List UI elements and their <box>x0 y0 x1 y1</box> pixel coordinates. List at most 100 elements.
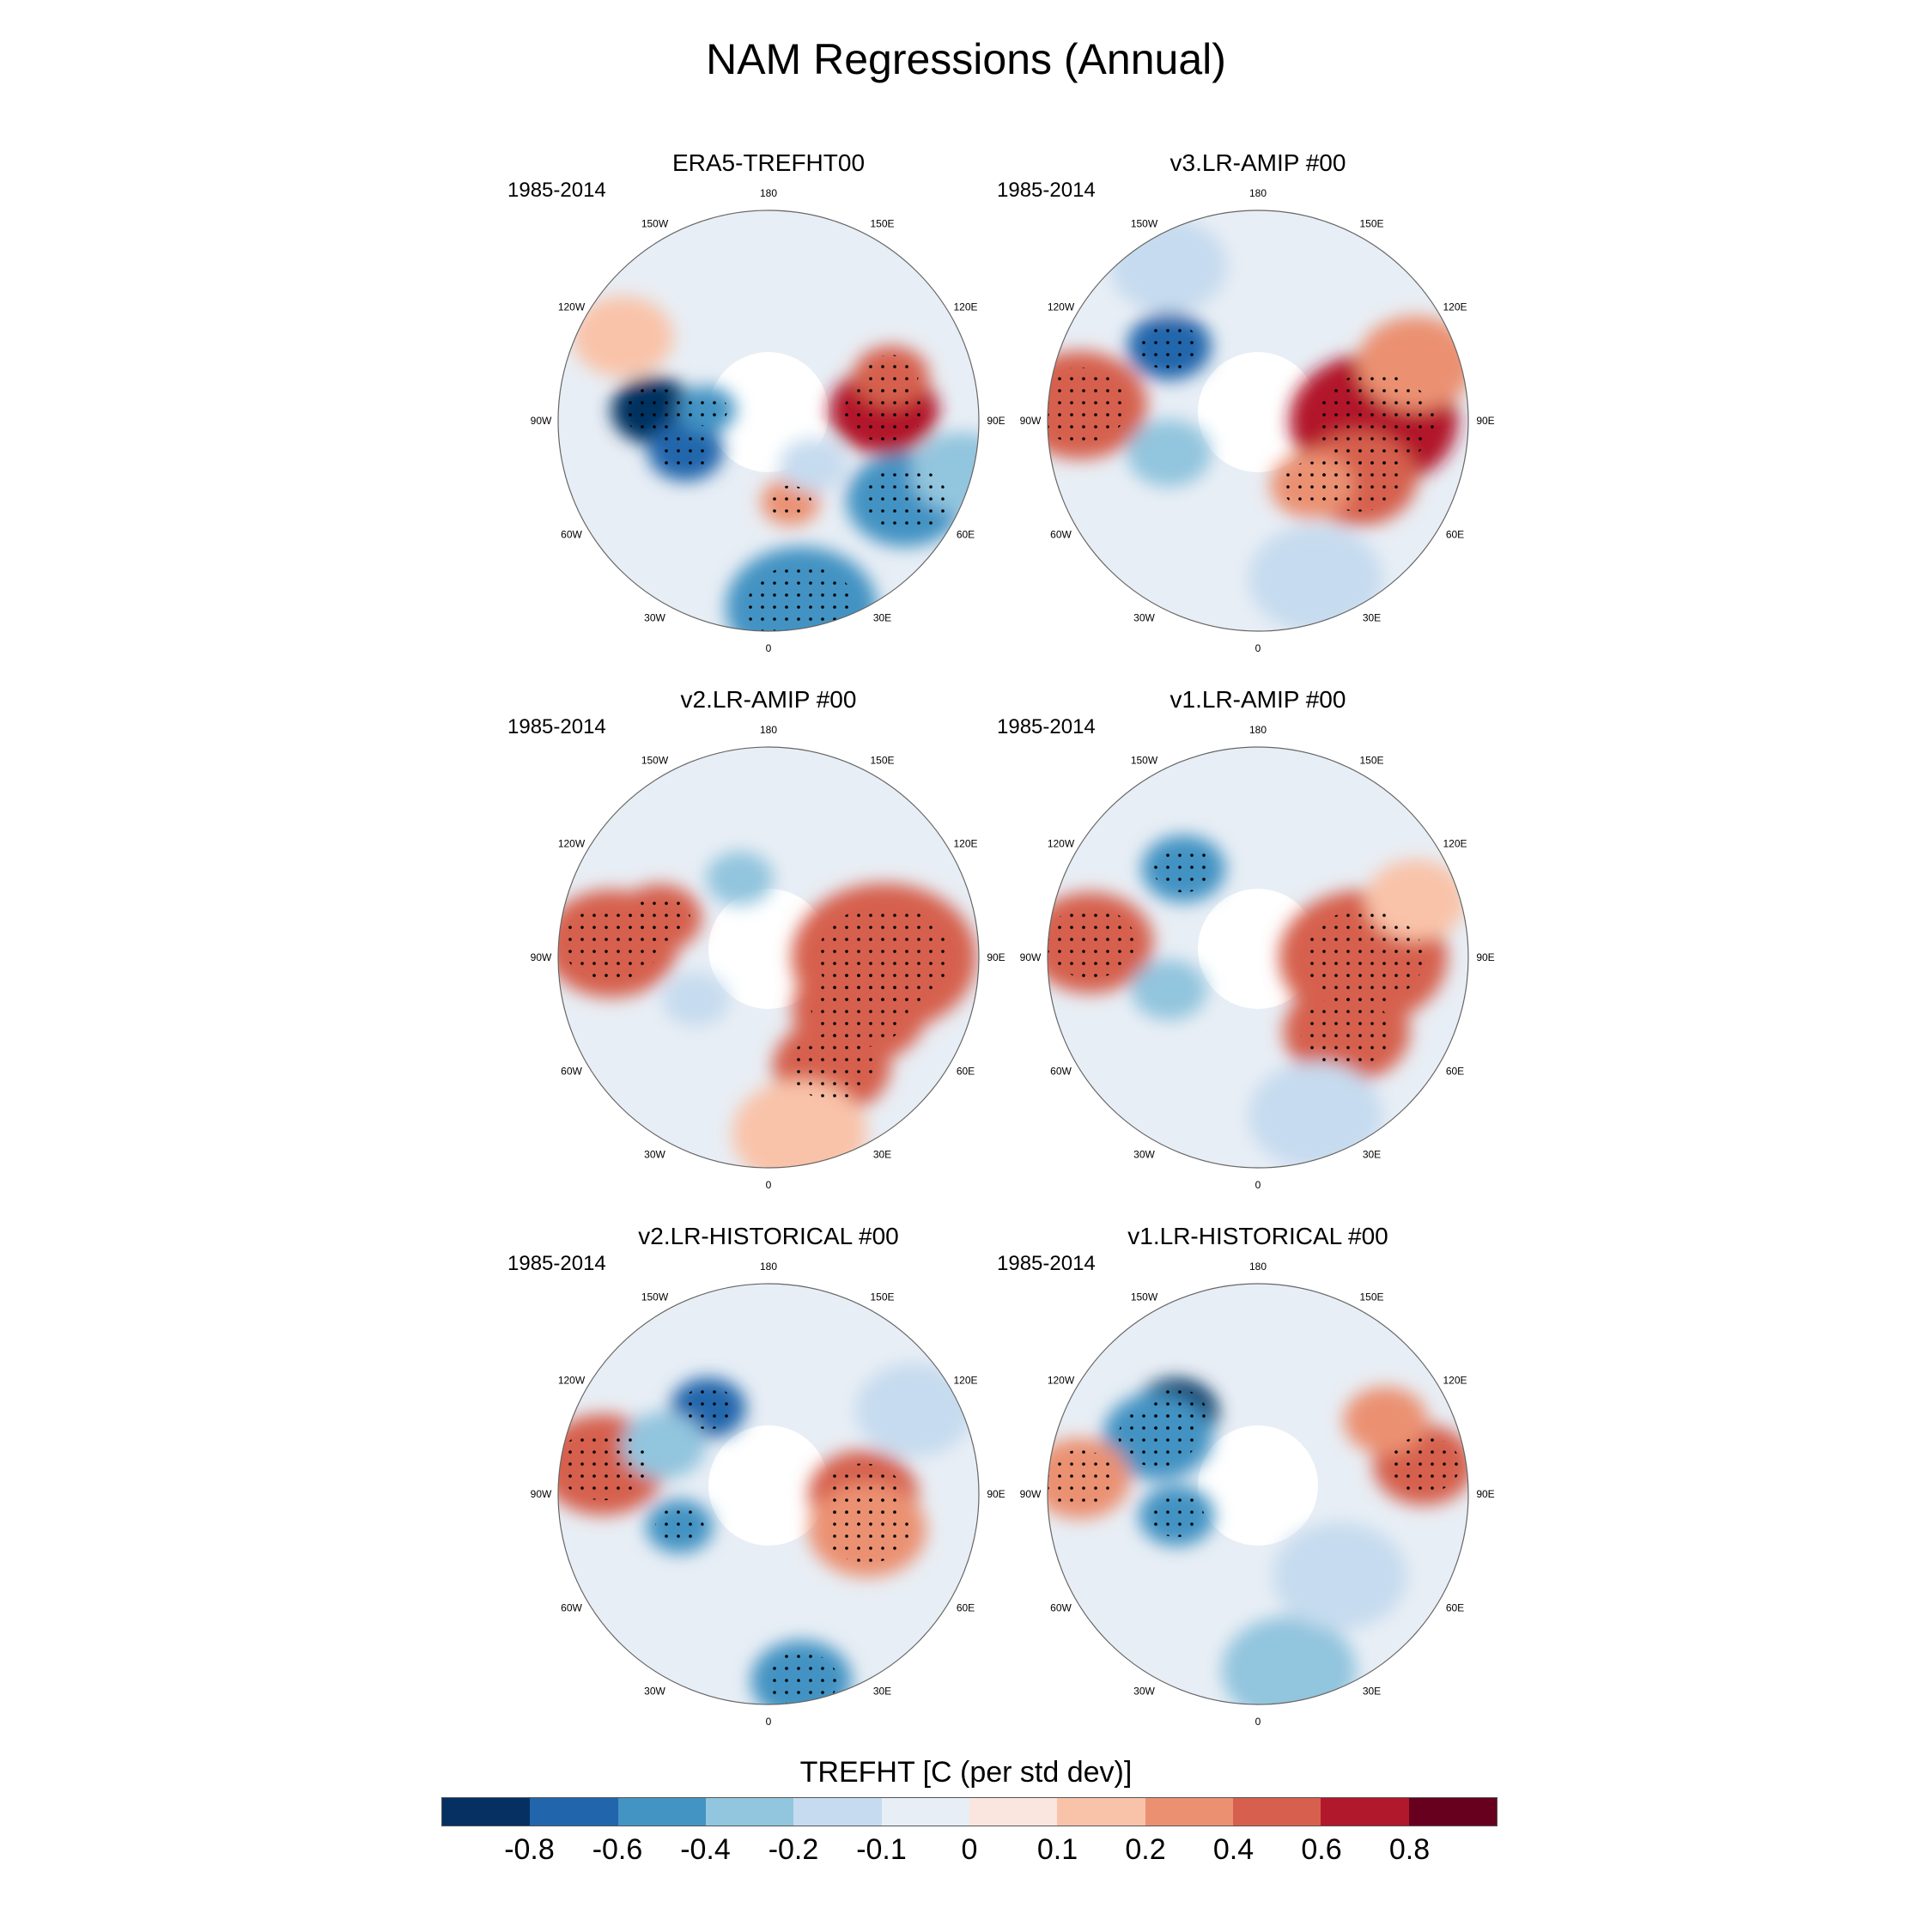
polar-map: 180 150E 120E 90E 60E 30E 0 30W 60W 90W 120W 150W <box>1020 724 1495 1191</box>
panel-period: 1985-2014 <box>997 715 1096 738</box>
longitude-label: 0 <box>1255 1716 1261 1728</box>
map-panel-v1-amip: 180 150E 120E 90E 60E 30E 0 30W 60W 90W 120W 150W v… <box>997 686 1498 1198</box>
longitude-label: 150E <box>1359 218 1383 230</box>
colorbar-swatch <box>530 1798 618 1826</box>
panel-title: v2.LR-HISTORICAL #00 <box>638 1223 899 1249</box>
colorbar-swatch <box>1145 1798 1233 1826</box>
longitude-label: 180 <box>760 1261 777 1273</box>
longitude-label: 150E <box>870 218 894 230</box>
longitude-label: 90W <box>1020 1488 1042 1500</box>
anomaly-region <box>1221 1616 1357 1704</box>
significance-stippling <box>1139 322 1200 370</box>
significance-stippling <box>684 393 728 427</box>
significance-stippling <box>1302 910 1425 1005</box>
anomaly-region <box>1127 419 1212 487</box>
longitude-label: 60W <box>561 1602 582 1614</box>
longitude-label: 60E <box>1446 529 1464 541</box>
longitude-label: 90E <box>1476 1488 1494 1500</box>
longitude-label: 0 <box>766 642 772 654</box>
colorbar-swatch <box>1321 1798 1409 1826</box>
longitude-label: 120W <box>1048 838 1075 850</box>
longitude-label: 90E <box>987 951 1005 963</box>
colorbar-swatch <box>1408 1798 1497 1826</box>
longitude-label: 0 <box>766 1716 772 1728</box>
map-boundary <box>1047 210 1469 632</box>
longitude-label: 180 <box>760 724 777 736</box>
panel-title: v1.LR-AMIP #00 <box>1170 686 1346 713</box>
longitude-label: 90W <box>531 951 552 963</box>
colorbar-tick-label: -0.4 <box>680 1833 731 1866</box>
longitude-label: 150W <box>1131 1291 1158 1303</box>
longitude-label: 120E <box>953 838 977 850</box>
panel-period: 1985-2014 <box>507 179 606 202</box>
significance-stippling <box>655 1507 704 1546</box>
colorbar-swatch <box>969 1798 1058 1826</box>
longitude-label: 90W <box>531 1488 552 1500</box>
colorbar-swatch <box>442 1798 531 1826</box>
significance-stippling <box>1048 1449 1116 1507</box>
longitude-label: 120W <box>558 1375 586 1387</box>
longitude-label: 30E <box>873 1148 891 1160</box>
longitude-label: 30W <box>1133 1148 1155 1160</box>
map-panel-era5: 180 150E 120E 90E 60E 30E 0 30W 60W 90W 120W 150W E… <box>507 149 1009 661</box>
map-panel-v2-historical: 180 150E 120E 90E 60E 30E 0 30W 60W 90W 120W 150W v… <box>507 1223 1009 1735</box>
map-boundary <box>1047 746 1469 1169</box>
longitude-label: 30W <box>644 1148 665 1160</box>
longitude-label: 150E <box>870 1291 894 1303</box>
longitude-label: 90E <box>1476 951 1494 963</box>
panel-title: v2.LR-AMIP #00 <box>680 686 857 713</box>
anomaly-region <box>1248 525 1383 631</box>
longitude-label: 150W <box>641 755 669 767</box>
colorbar-tick-label: -0.6 <box>592 1833 643 1866</box>
significance-stippling <box>1118 1405 1198 1467</box>
significance-stippling <box>1048 367 1128 443</box>
colorbar-tick-label: -0.2 <box>768 1833 819 1866</box>
longitude-label: 30E <box>873 611 891 623</box>
longitude-label: 60E <box>957 1602 975 1614</box>
longitude-label: 120W <box>558 838 586 850</box>
map-boundary <box>557 746 980 1169</box>
longitude-label: 0 <box>1255 642 1261 654</box>
longitude-label: 180 <box>1249 1261 1267 1273</box>
significance-stippling <box>824 1497 910 1564</box>
polar-map: 180 150E 120E 90E 60E 30E 0 30W 60W 90W 120W 150W <box>1020 1261 1495 1728</box>
map-boundary <box>557 1283 980 1705</box>
longitude-label: 60W <box>1050 1602 1072 1614</box>
panel-period: 1985-2014 <box>507 1252 606 1275</box>
significance-stippling <box>746 564 856 631</box>
colorbar-tick-label: 0.8 <box>1388 1833 1431 1866</box>
longitude-label: 150E <box>870 755 894 767</box>
map-boundary <box>1047 1283 1469 1705</box>
significance-stippling <box>1281 461 1343 509</box>
longitude-label: 0 <box>1255 1179 1261 1191</box>
longitude-label: 60W <box>561 529 582 541</box>
panel-title: ERA5-TREFHT00 <box>671 149 866 176</box>
significance-stippling <box>1153 845 1214 893</box>
longitude-label: 30W <box>644 611 665 623</box>
longitude-label: 30E <box>1363 611 1381 623</box>
longitude-label: 60W <box>1050 1066 1072 1078</box>
anomaly-region <box>572 295 674 378</box>
longitude-label: 150W <box>641 1291 669 1303</box>
significance-stippling <box>558 1429 648 1501</box>
panel-period: 1985-2014 <box>997 179 1096 202</box>
longitude-label: 60E <box>957 1066 975 1078</box>
significance-stippling <box>863 355 919 398</box>
longitude-label: 150W <box>1131 218 1158 230</box>
colorbar-swatch <box>705 1798 794 1826</box>
significance-stippling <box>658 429 714 472</box>
longitude-label: 60W <box>1050 529 1072 541</box>
longitude-label: 30W <box>1133 611 1155 623</box>
longitude-label: 60E <box>957 529 975 541</box>
longitude-label: 120E <box>1443 1375 1467 1387</box>
panel-period: 1985-2014 <box>507 715 606 738</box>
significance-stippling <box>680 1386 736 1430</box>
longitude-label: 90E <box>987 1488 1005 1500</box>
polar-map: 180 150E 120E 90E 60E 30E 0 30W 60W 90W 120W 150W <box>531 187 1005 654</box>
significance-stippling <box>811 972 908 1048</box>
anomaly-region <box>1109 218 1228 313</box>
significance-stippling <box>1387 1437 1461 1493</box>
map-panel-v1-historical: 180 150E 120E 90E 60E 30E 0 30W 60W 90W 120W 150W v… <box>997 1223 1498 1735</box>
significance-stippling <box>1313 374 1435 468</box>
longitude-label: 120E <box>1443 301 1467 313</box>
